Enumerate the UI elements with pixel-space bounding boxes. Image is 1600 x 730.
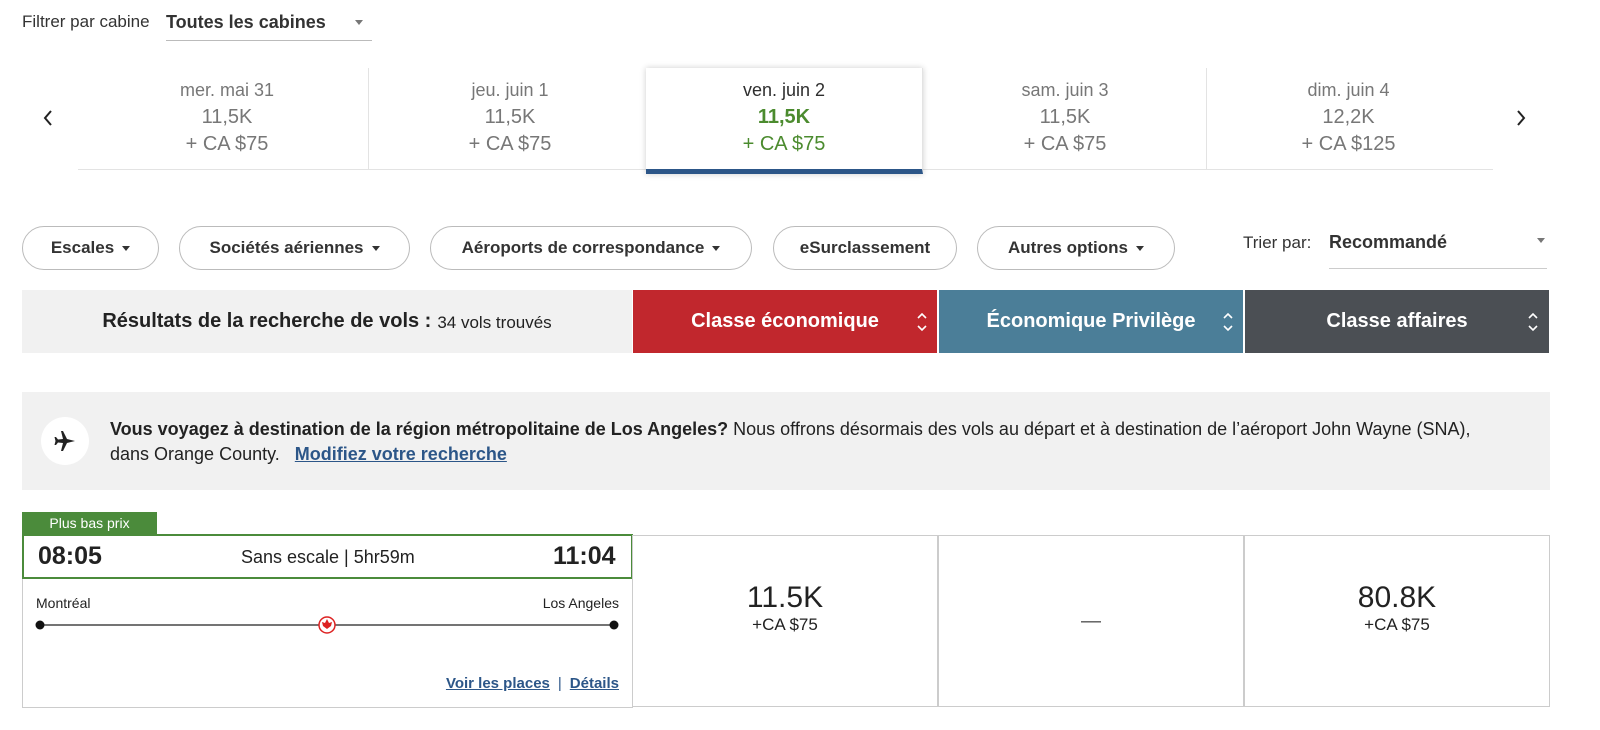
next-arrow[interactable] [1513,108,1529,128]
cabin-label: Classe économique [691,310,879,332]
link-separator: | [557,675,562,692]
button-label: Sociétés aériennes [209,238,364,257]
date-tab-selected[interactable]: ven. juin 2 11,5K + CA $75 [646,68,923,174]
links: Voir les places | Détails [446,675,619,692]
cabin-label: Classe affaires [1326,310,1468,332]
button-label: Escales [50,238,115,257]
select-underline [166,40,372,41]
details-link[interactable]: Détails [569,675,619,692]
filter-button[interactable]: eSurclassement [773,226,957,270]
results-title: Résultats de la recherche de vols : [102,310,432,332]
badge: Plus bas prix [22,512,157,534]
cabin-select[interactable]: Toutes les cabines [166,12,326,32]
sort-label: Trier par: [1243,233,1312,252]
fare-cell[interactable]: 80.8K +CA $75 [1244,535,1550,707]
fare-points: 80.8K [1357,581,1437,614]
sort-icon [1528,312,1538,332]
caret [712,245,721,251]
tab-fee: + CA $125 [1301,133,1396,155]
button-label: Autres options [1008,238,1128,257]
cabin-label: Économique Privilège [986,310,1196,332]
notice-bold: Vous voyagez à destination de la région … [110,419,729,439]
date-tab[interactable]: mer. mai 31 11,5K + CA $75 [86,68,369,170]
prev-arrow[interactable] [40,108,56,128]
button-label: Aéroports de correspondance [461,238,705,257]
tab-fee: + CA $75 [185,133,269,155]
notice-box [22,392,1550,490]
tab-fee: + CA $75 [468,133,552,155]
filter-label: Filtrer par cabine [22,12,150,31]
caret [1135,245,1144,251]
tab-day: jeu. juin 1 [471,80,549,100]
cabin-header[interactable]: Économique Privilège [939,290,1243,353]
tab-fee: + CA $75 [1023,133,1107,155]
filter-button[interactable]: Escales [22,226,159,270]
results-bar: Résultats de la recherche de vols : 34 v… [22,290,632,353]
tab-points: 11,5K [484,106,536,128]
date-tab[interactable]: jeu. juin 1 11,5K + CA $75 [369,68,652,170]
filter-button[interactable]: Aéroports de correspondance [430,226,752,270]
cabin-header[interactable]: Classe affaires [1245,290,1549,353]
date-tab[interactable]: sam. juin 3 11,5K + CA $75 [924,68,1207,170]
tab-points: 11,5K [757,106,811,128]
filter-button[interactable]: Autres options [977,226,1175,270]
notice-text: Vous voyagez à destination de la région … [110,417,1510,467]
caret [355,20,363,25]
plane-icon [41,417,89,465]
sort-icon [917,312,927,332]
caret [122,245,131,251]
fare-cell[interactable]: 11.5K +CA $75 [632,535,938,707]
tab-points: 11,5K [201,106,253,128]
arrive-time: 11:04 [553,542,616,570]
tab-points: 12,2K [1322,106,1375,128]
fare-points: 11.5K [746,581,824,614]
filter-button[interactable]: Sociétés aériennes [179,226,410,270]
notice-body: Nous offrons désormais des vols au dépar… [110,419,1471,464]
fare-fee: +CA $75 [1364,615,1430,634]
origin: Montréal [36,595,91,611]
cabin-header[interactable]: Classe économique [633,290,937,353]
button-label: eSurclassement [799,238,931,257]
sort-select[interactable]: Recommandé [1329,232,1448,252]
tab-day: sam. juin 3 [1021,80,1109,100]
tab-fee: + CA $75 [742,133,826,155]
sort-icon [1223,312,1233,332]
sort-underline [1329,268,1547,269]
tab-day: dim. juin 4 [1307,80,1390,100]
route-line [35,616,619,634]
fare-cell: — [938,535,1244,707]
destination: Los Angeles [542,595,619,611]
fare-fee: +CA $75 [752,615,818,634]
seats-link[interactable]: Voir les places [445,675,550,692]
tab-points: 11,5K [1039,106,1091,128]
tab-day: ven. juin 2 [742,80,826,100]
fare-points: — [1081,610,1101,632]
depart-time: 08:05 [38,542,102,570]
stops: Sans escale | 5hr59m [241,547,415,567]
tab-day: mer. mai 31 [179,80,275,100]
date-tab[interactable]: dim. juin 4 12,2K + CA $125 [1207,68,1490,170]
caret [1537,238,1545,243]
caret [371,245,380,251]
results-count: 34 vols trouvés [437,312,552,332]
notice-link[interactable]: Modifiez votre recherche [294,444,507,464]
